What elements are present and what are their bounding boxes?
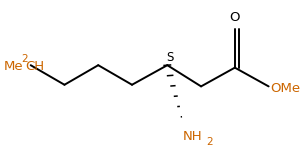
Text: NH: NH (183, 130, 202, 143)
Text: 2: 2 (206, 137, 213, 147)
Text: O: O (230, 11, 240, 24)
Text: OMe: OMe (270, 82, 300, 95)
Text: S: S (167, 51, 174, 64)
Text: CH: CH (25, 59, 44, 73)
Text: Me: Me (4, 59, 24, 73)
Text: 2: 2 (21, 54, 28, 65)
